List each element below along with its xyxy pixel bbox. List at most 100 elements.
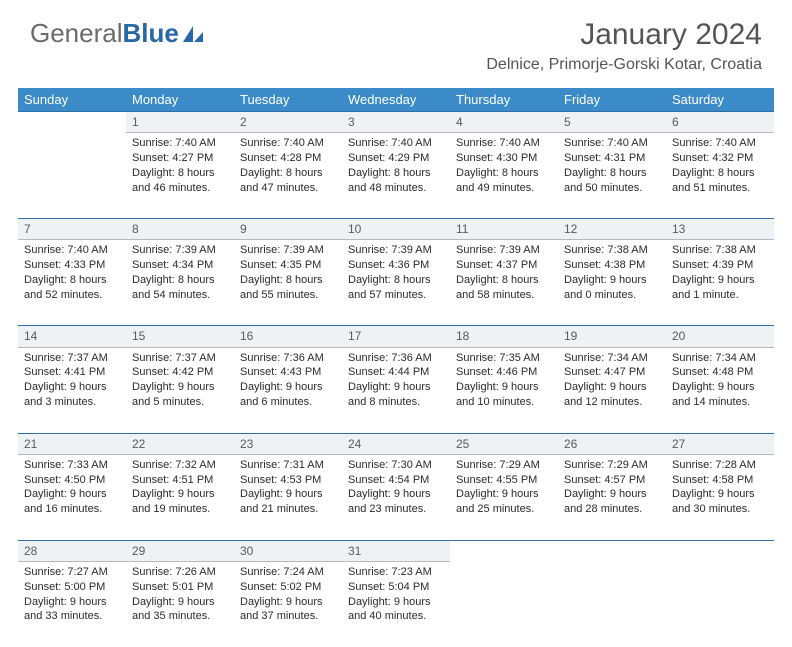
- day-content-cell: Sunrise: 7:29 AMSunset: 4:57 PMDaylight:…: [558, 454, 666, 540]
- day-number-row: 21222324252627: [18, 433, 774, 454]
- day-number-cell: 30: [234, 540, 342, 561]
- day-content-cell: Sunrise: 7:34 AMSunset: 4:48 PMDaylight:…: [666, 347, 774, 433]
- day-number-row: 78910111213: [18, 219, 774, 240]
- day-content-cell: Sunrise: 7:28 AMSunset: 4:58 PMDaylight:…: [666, 454, 774, 540]
- sunrise-text: Sunrise: 7:23 AM: [348, 565, 444, 580]
- sunset-text: Sunset: 4:33 PM: [24, 258, 120, 273]
- daylight-text: Daylight: 9 hours and 0 minutes.: [564, 273, 660, 303]
- day-content-cell: [450, 561, 558, 647]
- calendar-table: SundayMondayTuesdayWednesdayThursdayFrid…: [18, 88, 774, 647]
- day-number-row: 123456: [18, 112, 774, 133]
- day-content-cell: Sunrise: 7:26 AMSunset: 5:01 PMDaylight:…: [126, 561, 234, 647]
- sunrise-text: Sunrise: 7:37 AM: [132, 351, 228, 366]
- day-number-cell: 24: [342, 433, 450, 454]
- sunset-text: Sunset: 4:34 PM: [132, 258, 228, 273]
- day-number-cell: 18: [450, 326, 558, 347]
- day-content-row: Sunrise: 7:27 AMSunset: 5:00 PMDaylight:…: [18, 561, 774, 647]
- daylight-text: Daylight: 8 hours and 55 minutes.: [240, 273, 336, 303]
- daylight-text: Daylight: 8 hours and 48 minutes.: [348, 166, 444, 196]
- sunrise-text: Sunrise: 7:40 AM: [240, 136, 336, 151]
- sunset-text: Sunset: 5:01 PM: [132, 580, 228, 595]
- day-number-cell: 28: [18, 540, 126, 561]
- sunset-text: Sunset: 4:51 PM: [132, 473, 228, 488]
- day-number-cell: 1: [126, 112, 234, 133]
- day-number-cell: 23: [234, 433, 342, 454]
- day-content-cell: [558, 561, 666, 647]
- day-number-cell: 15: [126, 326, 234, 347]
- brand-part2: Blue: [123, 18, 179, 49]
- sunrise-text: Sunrise: 7:40 AM: [456, 136, 552, 151]
- day-content-cell: Sunrise: 7:40 AMSunset: 4:28 PMDaylight:…: [234, 133, 342, 219]
- sunrise-text: Sunrise: 7:30 AM: [348, 458, 444, 473]
- daylight-text: Daylight: 9 hours and 30 minutes.: [672, 487, 768, 517]
- sunrise-text: Sunrise: 7:24 AM: [240, 565, 336, 580]
- day-content-cell: [18, 133, 126, 219]
- day-number-cell: 11: [450, 219, 558, 240]
- title-block: January 2024 Delnice, Primorje-Gorski Ko…: [486, 18, 762, 74]
- day-number-cell: 31: [342, 540, 450, 561]
- daylight-text: Daylight: 8 hours and 50 minutes.: [564, 166, 660, 196]
- day-content-cell: Sunrise: 7:40 AMSunset: 4:31 PMDaylight:…: [558, 133, 666, 219]
- day-number-cell: 5: [558, 112, 666, 133]
- day-number-cell: 29: [126, 540, 234, 561]
- sunset-text: Sunset: 4:27 PM: [132, 151, 228, 166]
- day-content-row: Sunrise: 7:40 AMSunset: 4:33 PMDaylight:…: [18, 240, 774, 326]
- day-content-cell: Sunrise: 7:35 AMSunset: 4:46 PMDaylight:…: [450, 347, 558, 433]
- daylight-text: Daylight: 9 hours and 1 minute.: [672, 273, 768, 303]
- day-number-cell: 9: [234, 219, 342, 240]
- sunrise-text: Sunrise: 7:40 AM: [348, 136, 444, 151]
- sunrise-text: Sunrise: 7:35 AM: [456, 351, 552, 366]
- day-content-cell: Sunrise: 7:39 AMSunset: 4:35 PMDaylight:…: [234, 240, 342, 326]
- day-number-cell: 3: [342, 112, 450, 133]
- day-number-cell: [666, 540, 774, 561]
- sunset-text: Sunset: 5:00 PM: [24, 580, 120, 595]
- sunset-text: Sunset: 4:41 PM: [24, 365, 120, 380]
- day-number-cell: [558, 540, 666, 561]
- sunset-text: Sunset: 4:32 PM: [672, 151, 768, 166]
- daylight-text: Daylight: 8 hours and 47 minutes.: [240, 166, 336, 196]
- day-number-cell: [450, 540, 558, 561]
- day-content-cell: Sunrise: 7:30 AMSunset: 4:54 PMDaylight:…: [342, 454, 450, 540]
- day-header: Saturday: [666, 88, 774, 112]
- daylight-text: Daylight: 9 hours and 37 minutes.: [240, 595, 336, 625]
- sunrise-text: Sunrise: 7:39 AM: [456, 243, 552, 258]
- daylight-text: Daylight: 9 hours and 12 minutes.: [564, 380, 660, 410]
- day-content-cell: Sunrise: 7:39 AMSunset: 4:34 PMDaylight:…: [126, 240, 234, 326]
- day-number-cell: 20: [666, 326, 774, 347]
- sunrise-text: Sunrise: 7:29 AM: [456, 458, 552, 473]
- sunset-text: Sunset: 4:39 PM: [672, 258, 768, 273]
- day-content-cell: Sunrise: 7:39 AMSunset: 4:36 PMDaylight:…: [342, 240, 450, 326]
- day-content-cell: Sunrise: 7:24 AMSunset: 5:02 PMDaylight:…: [234, 561, 342, 647]
- sunset-text: Sunset: 4:43 PM: [240, 365, 336, 380]
- sunrise-text: Sunrise: 7:38 AM: [672, 243, 768, 258]
- day-number-cell: 13: [666, 219, 774, 240]
- day-number-cell: 4: [450, 112, 558, 133]
- daylight-text: Daylight: 9 hours and 33 minutes.: [24, 595, 120, 625]
- sunrise-text: Sunrise: 7:40 AM: [564, 136, 660, 151]
- day-number-cell: 21: [18, 433, 126, 454]
- day-content-cell: Sunrise: 7:29 AMSunset: 4:55 PMDaylight:…: [450, 454, 558, 540]
- day-number-cell: 8: [126, 219, 234, 240]
- day-header: Tuesday: [234, 88, 342, 112]
- brand-part1: General: [30, 18, 123, 49]
- day-number-cell: 7: [18, 219, 126, 240]
- day-header: Thursday: [450, 88, 558, 112]
- daylight-text: Daylight: 8 hours and 58 minutes.: [456, 273, 552, 303]
- daylight-text: Daylight: 9 hours and 3 minutes.: [24, 380, 120, 410]
- daylight-text: Daylight: 9 hours and 28 minutes.: [564, 487, 660, 517]
- sunset-text: Sunset: 5:02 PM: [240, 580, 336, 595]
- daylight-text: Daylight: 9 hours and 23 minutes.: [348, 487, 444, 517]
- day-number-cell: 14: [18, 326, 126, 347]
- sunset-text: Sunset: 4:57 PM: [564, 473, 660, 488]
- day-content-cell: Sunrise: 7:27 AMSunset: 5:00 PMDaylight:…: [18, 561, 126, 647]
- day-content-cell: Sunrise: 7:40 AMSunset: 4:27 PMDaylight:…: [126, 133, 234, 219]
- day-content-row: Sunrise: 7:33 AMSunset: 4:50 PMDaylight:…: [18, 454, 774, 540]
- sunset-text: Sunset: 4:47 PM: [564, 365, 660, 380]
- daylight-text: Daylight: 8 hours and 51 minutes.: [672, 166, 768, 196]
- sunset-text: Sunset: 4:37 PM: [456, 258, 552, 273]
- sunrise-text: Sunrise: 7:39 AM: [240, 243, 336, 258]
- day-content-cell: Sunrise: 7:33 AMSunset: 4:50 PMDaylight:…: [18, 454, 126, 540]
- sunset-text: Sunset: 4:46 PM: [456, 365, 552, 380]
- day-number-cell: 10: [342, 219, 450, 240]
- day-content-cell: Sunrise: 7:38 AMSunset: 4:38 PMDaylight:…: [558, 240, 666, 326]
